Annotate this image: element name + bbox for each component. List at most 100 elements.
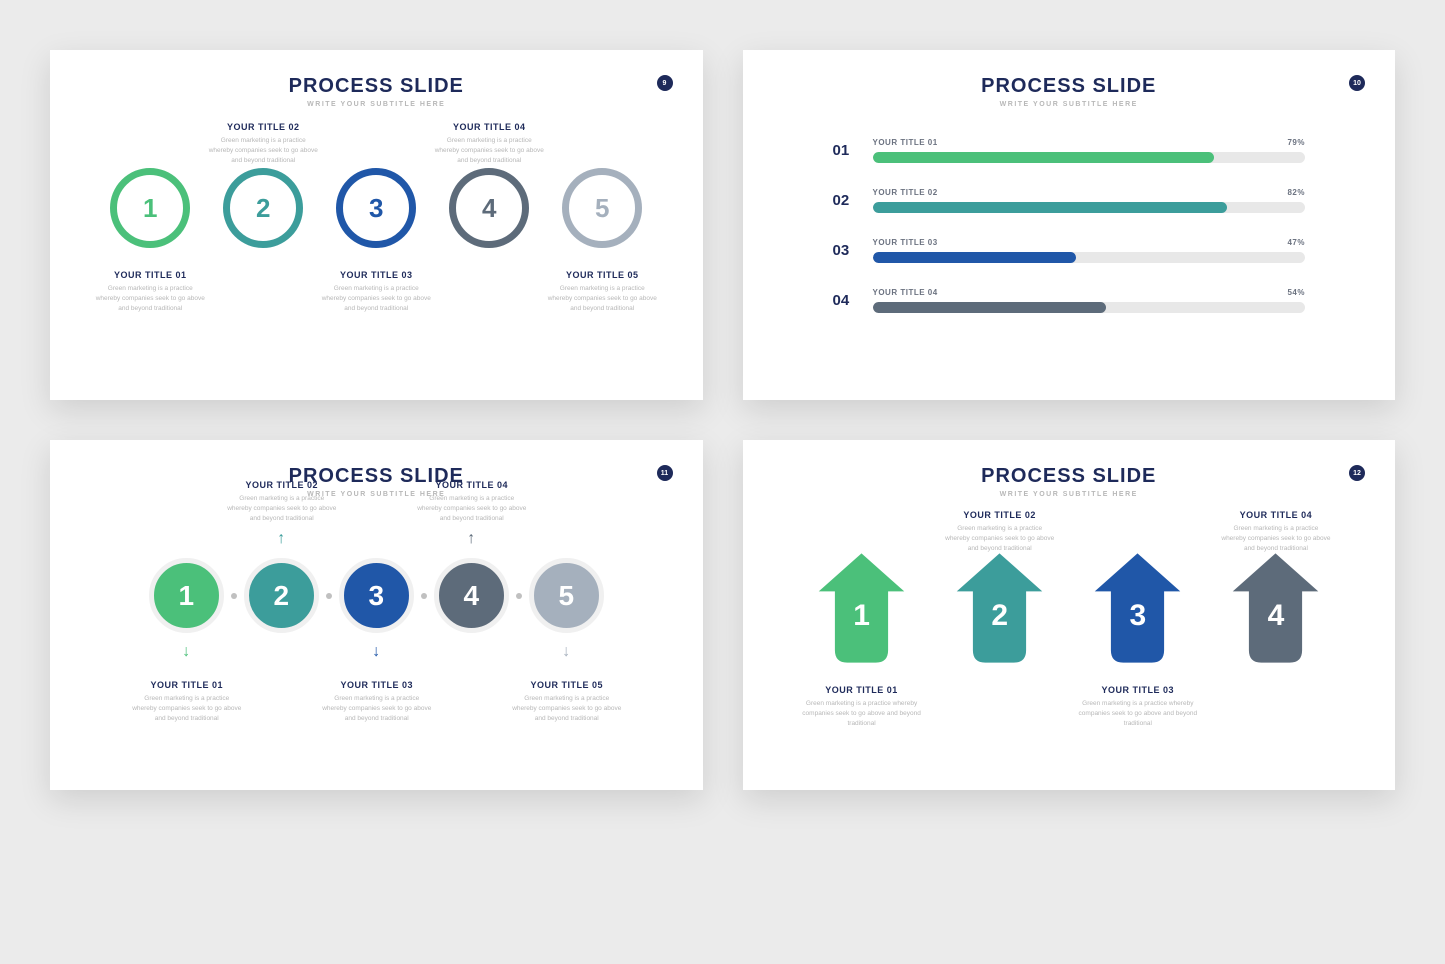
arrow-down-icon: ↓: [372, 643, 380, 661]
hex-ring: 1: [110, 168, 190, 248]
item-title: YOUR TITLE 04: [1221, 510, 1331, 520]
slide-header: PROCESS SLIDE WRITE YOUR SUBTITLE HERE: [90, 75, 663, 108]
hex-number: 1: [143, 193, 157, 224]
arrow-number: 1: [853, 599, 870, 633]
item-title: YOUR TITLE 03: [322, 680, 432, 690]
bar-fill: [873, 152, 1215, 163]
hex-number: 2: [256, 193, 270, 224]
hex-ring: 4: [449, 168, 529, 248]
circle-shape: 4: [434, 558, 509, 633]
item-text-top: YOUR TITLE 04Green marketing is a practi…: [434, 110, 544, 165]
item-desc: Green marketing is a practice whereby co…: [208, 136, 318, 165]
slide-2: 10 PROCESS SLIDE WRITE YOUR SUBTITLE HER…: [743, 50, 1396, 400]
hex-ring: 5: [562, 168, 642, 248]
item-title: YOUR TITLE 04: [417, 480, 527, 490]
connector-dot: [231, 593, 237, 599]
item-title: YOUR TITLE 05: [512, 680, 622, 690]
bar-number: 03: [833, 242, 858, 259]
bar-row: 01 YOUR TITLE 0179%: [833, 138, 1306, 163]
slide-subtitle: WRITE YOUR SUBTITLE HERE: [90, 491, 663, 498]
item-title: YOUR TITLE 01: [797, 685, 927, 695]
arrow-up-icon: ↑: [467, 530, 475, 548]
bar-title: YOUR TITLE 01: [873, 138, 938, 147]
arrow-number: 2: [991, 599, 1008, 633]
item-desc: Green marketing is a practice whereby co…: [322, 694, 432, 723]
item-desc: Green marketing is a practice whereby co…: [417, 494, 527, 523]
circle-shape: 1: [149, 558, 224, 633]
item-desc: Green marketing is a practice whereby co…: [132, 694, 242, 723]
arrow-row: 1 YOUR TITLE 01Green marketing is a prac…: [783, 553, 1356, 663]
circle-row: 1 ↓YOUR TITLE 01Green marketing is a pra…: [90, 558, 663, 633]
bar-percent: 82%: [1287, 188, 1305, 197]
circle-shape: 2: [244, 558, 319, 633]
bar-label-row: YOUR TITLE 0347%: [873, 238, 1306, 247]
hex-item: 1 YOUR TITLE 01Green marketing is a prac…: [103, 168, 198, 248]
item-text-bottom: YOUR TITLE 01Green marketing is a practi…: [95, 258, 205, 313]
bar-number: 04: [833, 292, 858, 309]
bar-main: YOUR TITLE 0347%: [873, 238, 1306, 263]
bar-label-row: YOUR TITLE 01 79%: [873, 138, 1306, 147]
item-title: YOUR TITLE 03: [1073, 685, 1203, 695]
bar-track: [873, 152, 1306, 163]
arrow-item: 3 YOUR TITLE 03Green marketing is a prac…: [1073, 553, 1203, 663]
item-desc: Green marketing is a practice whereby co…: [1221, 524, 1331, 553]
item-desc: Green marketing is a practice whereby co…: [945, 524, 1055, 553]
item-text-bottom: YOUR TITLE 01Green marketing is a practi…: [132, 668, 242, 723]
page-badge: 12: [1349, 465, 1365, 481]
slide-title: PROCESS SLIDE: [783, 75, 1356, 98]
slide-title: PROCESS SLIDE: [783, 465, 1356, 488]
connector-dot: [516, 593, 522, 599]
arrow-item: YOUR TITLE 02Green marketing is a practi…: [935, 553, 1065, 663]
item-desc: Green marketing is a practice whereby co…: [512, 694, 622, 723]
arrow-number: 3: [1129, 599, 1146, 633]
hex-number: 3: [369, 193, 383, 224]
item-text-top: YOUR TITLE 02 Green marketing is a practi…: [945, 498, 1055, 553]
circle-shape: 3: [339, 558, 414, 633]
slide-subtitle: WRITE YOUR SUBTITLE HERE: [783, 101, 1356, 108]
hex-shape: 2: [239, 184, 287, 232]
slide-3: 11 PROCESS SLIDE WRITE YOUR SUBTITLE HER…: [50, 440, 703, 790]
hex-shape: 3: [352, 184, 400, 232]
item-title: YOUR TITLE 02: [208, 122, 318, 132]
item-desc: Green marketing is a practice whereby co…: [797, 699, 927, 728]
bar-row: 02 YOUR TITLE 02 82%: [833, 188, 1306, 213]
bar-track: [873, 302, 1306, 313]
arrow-item: YOUR TITLE 04Green marketing is a practi…: [1211, 553, 1341, 663]
circle-item: ↑YOUR TITLE 04Green marketing is a pract…: [434, 558, 509, 633]
item-title: YOUR TITLE 01: [95, 270, 205, 280]
item-desc: Green marketing is a practice whereby co…: [227, 494, 337, 523]
page-badge: 10: [1349, 75, 1365, 91]
circle-item: 5 ↓YOUR TITLE 05Green marketing is a pra…: [529, 558, 604, 633]
hex-ring: 3: [336, 168, 416, 248]
bar-title: YOUR TITLE 02: [873, 188, 938, 197]
hex-shape: 5: [578, 184, 626, 232]
item-title: YOUR TITLE 03: [321, 270, 431, 280]
bar-number: 02: [833, 192, 858, 209]
arrow-shape: 2: [952, 553, 1047, 663]
hex-ring: 2: [223, 168, 303, 248]
bar-main: YOUR TITLE 02 82%: [873, 188, 1306, 213]
arrow-down-icon: ↓: [182, 643, 190, 661]
item-text-bottom: YOUR TITLE 01 Green marketing is a practi…: [797, 673, 927, 728]
bar-fill: [873, 252, 1076, 263]
item-text-bottom: YOUR TITLE 05 Green marketing is a practi…: [512, 668, 622, 723]
item-title: YOUR TITLE 02: [945, 510, 1055, 520]
bar-percent: 47%: [1287, 238, 1305, 247]
slide-subtitle: WRITE YOUR SUBTITLE HERE: [90, 101, 663, 108]
bar-title: YOUR TITLE 04: [873, 288, 938, 297]
slide-title: PROCESS SLIDE: [90, 465, 663, 488]
item-desc: Green marketing is a practice whereby co…: [1073, 699, 1203, 728]
arrow-item: 1 YOUR TITLE 01Green marketing is a prac…: [797, 553, 927, 663]
slide-header: PROCESS SLIDE WRITE YOUR SUBTITLE HERE: [783, 75, 1356, 108]
slide-header: PROCESS SLIDE WRITE YOUR SUBTITLE HERE: [90, 465, 663, 498]
arrow-number: 4: [1268, 599, 1285, 633]
bar-percent: 54%: [1287, 288, 1305, 297]
arrow-down-icon: ↓: [562, 643, 570, 661]
page-badge: 9: [657, 75, 673, 91]
item-desc: Green marketing is a practice whereby co…: [434, 136, 544, 165]
bar-fill: [873, 202, 1228, 213]
bar-percent: 79%: [1287, 138, 1305, 147]
hex-number: 4: [482, 193, 496, 224]
slide-header: PROCESS SLIDE WRITE YOUR SUBTITLE HERE: [783, 465, 1356, 498]
item-title: YOUR TITLE 02: [227, 480, 337, 490]
